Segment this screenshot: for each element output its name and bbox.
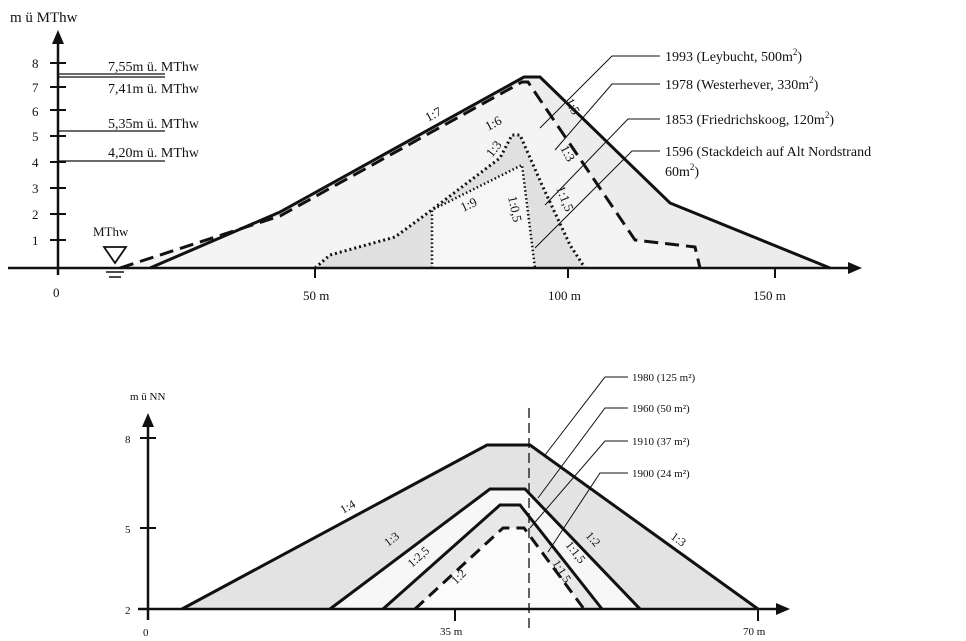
slope-1980-sea: 1:4 xyxy=(338,497,358,517)
legend-1993: 1993 (Leybucht, 500m2) xyxy=(665,47,802,65)
bottom-y-tick-5: 5 xyxy=(125,524,131,536)
top-x-tick-150: 150 m xyxy=(753,288,786,303)
top-y-ticks xyxy=(50,62,66,241)
top-x-axis-arrow xyxy=(848,262,862,274)
legend-1596-area: 60m2) xyxy=(665,162,699,180)
slope-1978-sea: 1:6 xyxy=(482,112,504,133)
top-y-tick-2: 2 xyxy=(32,207,39,222)
bottom-diagram: m ü NN 8 5 2 0 35 m 70 m 1980 (125 m²) 1… xyxy=(125,372,790,639)
top-y-tick-7: 7 xyxy=(32,80,39,95)
profile-1596-line xyxy=(430,163,537,269)
top-x-tick-50: 50 m xyxy=(303,288,329,303)
mthw-label: MThw xyxy=(93,224,129,239)
level-label-741: 7,41m ü. MThw xyxy=(108,82,200,97)
bottom-y-tick-8: 8 xyxy=(125,434,131,446)
bottom-x-tick-0: 0 xyxy=(143,627,149,639)
slope-1978-land: 1:3 xyxy=(557,142,578,164)
level-label-755: 7,55m ü. MThw xyxy=(108,60,200,75)
bottom-leader-lines xyxy=(529,376,628,553)
bottom-x-axis-arrow xyxy=(776,603,790,615)
top-y-tick-3: 3 xyxy=(32,181,39,196)
bottom-x-tick-35: 35 m xyxy=(440,626,463,638)
level-label-535: 5,35m ü. MThw xyxy=(108,117,200,132)
bottom-y-tick-2: 2 xyxy=(125,605,131,617)
legend-1853: 1853 (Friedrichskoog, 120m2) xyxy=(665,110,834,128)
water-level-icon xyxy=(102,246,128,278)
profile-1960-line xyxy=(329,487,642,611)
slope-1993-land: 1:5 xyxy=(562,95,583,117)
slope-1596-sea: 1:9 xyxy=(458,194,479,215)
top-y-tick-5: 5 xyxy=(32,129,39,144)
profile-1596-fill xyxy=(432,165,535,268)
top-x-tick-0: 0 xyxy=(53,285,60,300)
profile-1978-line xyxy=(119,80,702,270)
level-label-420: 4,20m ü. MThw xyxy=(108,146,200,161)
profile-1993-line xyxy=(149,75,831,270)
top-x-tick-100: 100 m xyxy=(548,288,581,303)
legend-1978: 1978 (Westerhever, 330m2) xyxy=(665,75,819,93)
profile-1900-fill xyxy=(415,528,584,609)
slope-1596-land: 1:0,5 xyxy=(505,195,525,224)
profile-1853-line xyxy=(314,133,587,270)
top-y-tick-6: 6 xyxy=(32,104,39,119)
slope-1993-sea: 1:7 xyxy=(422,103,444,124)
top-y-axis-label: m ü MThw xyxy=(10,10,78,26)
top-y-tick-4: 4 xyxy=(32,155,39,170)
profile-1980-line xyxy=(181,443,759,611)
bottom-y-axis-label: m ü NN xyxy=(130,391,166,403)
top-y-tick-8: 8 xyxy=(32,56,39,71)
bottom-x-tick-70: 70 m xyxy=(743,626,766,638)
legend-1900: 1900 (24 m²) xyxy=(632,468,690,480)
top-y-tick-1: 1 xyxy=(32,233,39,248)
top-diagram: m ü MThw 8 7 6 5 4 3 2 1 7,55m ü. MThw 7… xyxy=(8,10,871,303)
top-leader-lines xyxy=(534,55,660,249)
bottom-y-axis-arrow xyxy=(142,413,154,427)
profile-1900-line xyxy=(413,526,586,611)
legend-1960: 1960 (50 m²) xyxy=(632,403,690,415)
top-level-lines xyxy=(58,73,165,162)
profile-1910-line xyxy=(382,503,604,611)
top-y-axis-arrow xyxy=(52,30,64,44)
legend-1910: 1910 (37 m²) xyxy=(632,436,690,448)
legend-1980: 1980 (125 m²) xyxy=(632,372,696,384)
top-x-ticks xyxy=(314,268,776,278)
legend-1596: 1596 (Stackdeich auf Alt Nordstrand xyxy=(665,145,871,160)
